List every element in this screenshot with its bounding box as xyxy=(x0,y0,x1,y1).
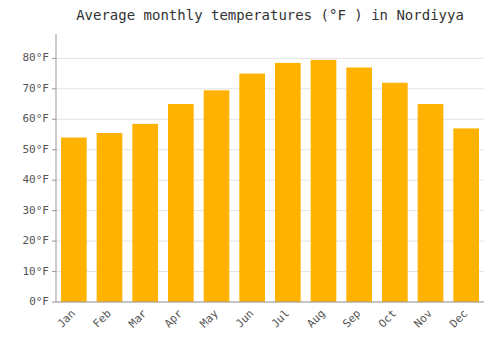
x-axis-line xyxy=(56,302,484,303)
bar xyxy=(418,104,444,302)
bar xyxy=(132,124,158,302)
grid-line xyxy=(56,88,484,89)
bar xyxy=(204,90,230,302)
x-tick-label: May xyxy=(197,307,221,331)
bar xyxy=(453,128,479,302)
bar xyxy=(382,83,408,302)
bar xyxy=(97,133,123,302)
y-tick-label: 40°F xyxy=(23,173,50,186)
y-tick xyxy=(52,119,56,120)
y-tick-label: 30°F xyxy=(23,204,50,217)
y-tick xyxy=(52,88,56,89)
y-tick xyxy=(52,180,56,181)
bar xyxy=(61,138,87,302)
x-tick-label: Jan xyxy=(55,307,78,330)
x-tick-label: Dec xyxy=(447,307,470,330)
y-axis: 0°F 10°F 20°F 30°F 40°F 50°F 60°F 70°F 80°F xyxy=(23,51,57,308)
y-tick-label: 0°F xyxy=(29,295,49,308)
x-axis: Jan Feb Mar Apr May Jun Jul Aug Sep Oct Nov Dec xyxy=(55,307,471,331)
bar xyxy=(239,74,265,302)
x-tick-label: Mar xyxy=(126,307,150,331)
title: Average monthly temperatures (°F ) in No… xyxy=(76,7,464,23)
y-tick-label: 80°F xyxy=(23,51,50,64)
bar xyxy=(346,68,372,303)
grid-line xyxy=(56,302,484,303)
y-axis-line xyxy=(56,34,57,302)
y-tick-label: 60°F xyxy=(23,112,50,125)
y-tick xyxy=(52,149,56,150)
y-tick-label: 10°F xyxy=(23,265,50,278)
y-tick xyxy=(52,58,56,59)
bar xyxy=(168,104,194,302)
y-tick xyxy=(52,302,56,303)
x-tick-label: Jun xyxy=(233,307,256,330)
y-tick xyxy=(52,210,56,211)
chart-container: Average monthly temperatures (°F ) in No… xyxy=(0,0,500,350)
y-tick-label: 50°F xyxy=(23,143,50,156)
y-tick xyxy=(52,241,56,242)
x-tick-label: Sep xyxy=(340,307,363,330)
y-tick-label: 70°F xyxy=(23,82,50,95)
y-tick-label: 20°F xyxy=(23,234,50,247)
bars xyxy=(61,60,479,302)
x-tick-label: Jul xyxy=(269,307,292,330)
x-tick-label: Feb xyxy=(90,307,113,330)
y-tick xyxy=(52,271,56,272)
x-tick-label: Nov xyxy=(411,307,435,331)
chart: Average monthly temperatures (°F ) in No… xyxy=(0,0,500,350)
x-tick-label: Oct xyxy=(376,307,399,330)
bar xyxy=(311,60,337,302)
grid-line xyxy=(56,58,484,59)
bar xyxy=(275,63,301,302)
x-tick-label: Aug xyxy=(304,307,327,330)
grid xyxy=(56,58,484,302)
x-tick-label: Apr xyxy=(162,307,186,331)
